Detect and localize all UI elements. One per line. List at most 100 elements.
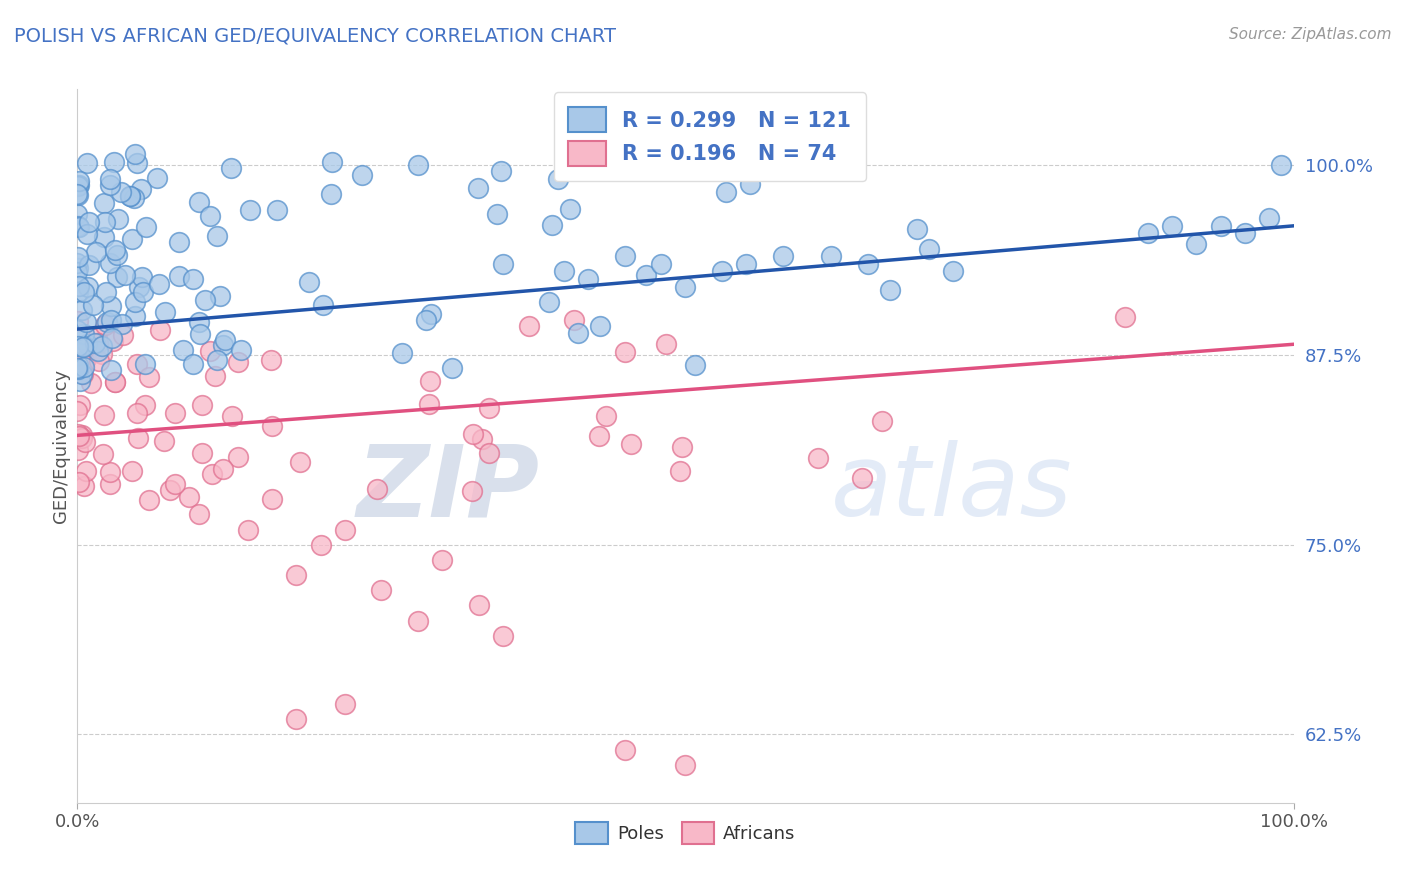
- Point: [562, 313, 585, 327]
- Point: [352, 168, 374, 182]
- Point: [103, 375, 125, 389]
- Point: [98, 477, 121, 491]
- Point: [66, 314, 89, 328]
- Point: [312, 298, 335, 312]
- Point: [125, 155, 148, 169]
- Point: [492, 629, 515, 643]
- Point: [430, 553, 453, 567]
- Point: [298, 275, 321, 289]
- Point: [66, 265, 89, 279]
- Point: [104, 376, 127, 390]
- Point: [419, 307, 441, 321]
- Point: [613, 345, 636, 359]
- Point: [135, 219, 157, 234]
- Point: [66, 339, 89, 353]
- Point: [406, 614, 429, 628]
- Point: [321, 186, 343, 201]
- Point: [121, 464, 143, 478]
- Point: [671, 440, 693, 454]
- Point: [159, 483, 181, 497]
- Point: [118, 189, 141, 203]
- Point: [538, 295, 561, 310]
- Point: [710, 264, 733, 278]
- Point: [851, 471, 873, 485]
- Point: [90, 347, 112, 361]
- Point: [76, 227, 98, 241]
- Point: [588, 428, 610, 442]
- Point: [179, 490, 201, 504]
- Point: [567, 326, 589, 340]
- Y-axis label: GED/Equivalency: GED/Equivalency: [52, 369, 70, 523]
- Point: [613, 249, 636, 263]
- Point: [553, 264, 575, 278]
- Point: [114, 268, 136, 282]
- Point: [214, 334, 236, 348]
- Point: [595, 409, 617, 423]
- Point: [650, 257, 672, 271]
- Point: [669, 464, 692, 478]
- Point: [198, 344, 221, 359]
- Point: [558, 202, 581, 216]
- Point: [96, 285, 118, 299]
- Point: [212, 338, 235, 352]
- Point: [589, 318, 612, 333]
- Point: [101, 330, 124, 344]
- Point: [205, 229, 228, 244]
- Point: [321, 155, 343, 169]
- Point: [467, 599, 489, 613]
- Point: [77, 215, 100, 229]
- Point: [75, 352, 97, 367]
- Point: [98, 171, 121, 186]
- Point: [149, 323, 172, 337]
- Point: [134, 398, 156, 412]
- Point: [66, 179, 89, 194]
- Point: [132, 285, 155, 299]
- Point: [406, 158, 429, 172]
- Point: [1258, 211, 1281, 226]
- Point: [67, 358, 90, 372]
- Point: [655, 337, 678, 351]
- Point: [128, 280, 150, 294]
- Point: [478, 401, 501, 415]
- Point: [67, 429, 90, 443]
- Point: [76, 337, 98, 351]
- Point: [918, 242, 941, 256]
- Point: [73, 435, 96, 450]
- Point: [73, 359, 96, 374]
- Point: [148, 277, 170, 291]
- Point: [221, 409, 243, 424]
- Point: [89, 354, 111, 368]
- Point: [67, 475, 90, 489]
- Point: [69, 374, 91, 388]
- Point: [201, 467, 224, 482]
- Point: [441, 360, 464, 375]
- Point: [188, 508, 211, 522]
- Point: [772, 249, 794, 263]
- Point: [98, 178, 121, 193]
- Point: [478, 446, 501, 460]
- Point: [80, 376, 103, 391]
- Point: [72, 367, 94, 381]
- Point: [91, 447, 114, 461]
- Point: [111, 317, 134, 331]
- Point: [67, 220, 90, 235]
- Point: [69, 398, 91, 412]
- Point: [84, 244, 107, 259]
- Point: [73, 353, 96, 368]
- Point: [209, 289, 232, 303]
- Point: [127, 431, 149, 445]
- Point: [207, 353, 229, 368]
- Point: [226, 450, 249, 464]
- Point: [1161, 219, 1184, 233]
- Point: [333, 697, 356, 711]
- Point: [66, 403, 89, 417]
- Point: [66, 187, 89, 202]
- Point: [66, 443, 89, 458]
- Point: [714, 185, 737, 199]
- Point: [101, 334, 124, 348]
- Point: [124, 146, 146, 161]
- Point: [153, 305, 176, 319]
- Point: [121, 231, 143, 245]
- Point: [517, 318, 540, 333]
- Point: [111, 328, 134, 343]
